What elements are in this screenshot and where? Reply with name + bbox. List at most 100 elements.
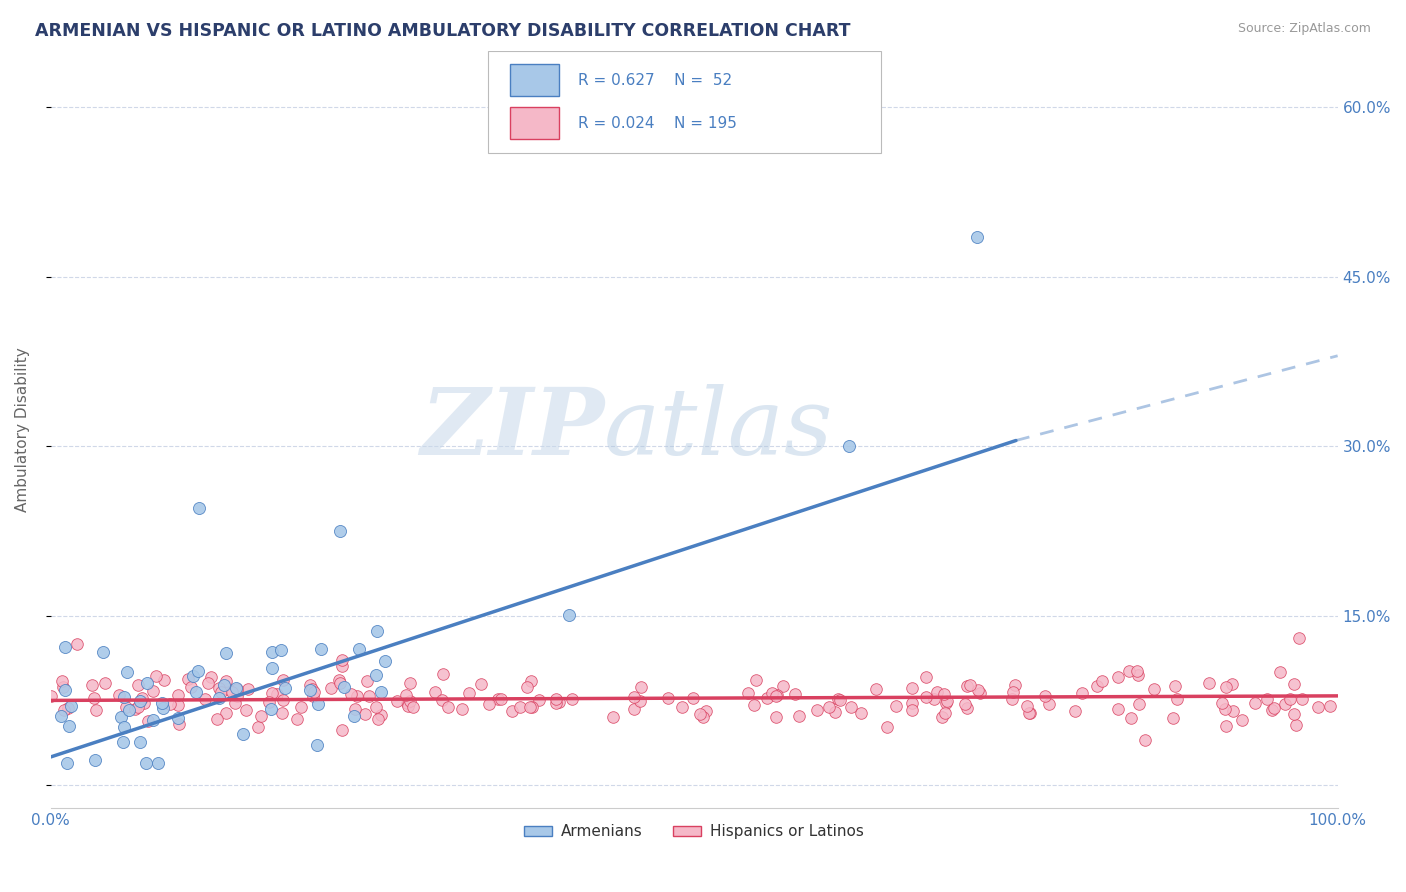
Point	[824, 705, 846, 719]
Point	[470, 676, 492, 690]
Point	[208, 690, 231, 705]
Point	[301, 682, 323, 697]
Point	[302, 684, 325, 698]
Point	[142, 713, 165, 727]
FancyBboxPatch shape	[510, 64, 560, 96]
Point	[127, 678, 149, 692]
Point	[450, 701, 472, 715]
Point	[657, 690, 679, 705]
Point	[347, 642, 370, 657]
Text: ZIP: ZIP	[420, 384, 605, 475]
Point	[224, 696, 246, 710]
Point	[1015, 699, 1038, 714]
Point	[330, 653, 353, 667]
Point	[934, 687, 956, 701]
Point	[166, 689, 188, 703]
Point	[1107, 701, 1129, 715]
Point	[299, 678, 322, 692]
Point	[124, 701, 146, 715]
Point	[806, 703, 828, 717]
Point	[238, 681, 260, 696]
Point	[271, 673, 294, 687]
FancyBboxPatch shape	[510, 107, 560, 139]
Point	[914, 670, 936, 684]
Point	[765, 709, 787, 723]
Point	[1243, 696, 1265, 710]
Point	[623, 702, 645, 716]
Point	[1070, 686, 1092, 700]
Point	[1107, 670, 1129, 684]
Point	[58, 719, 80, 733]
Point	[509, 700, 531, 714]
Point	[966, 230, 988, 244]
Point	[956, 679, 979, 693]
Point	[184, 685, 207, 699]
Point	[544, 691, 567, 706]
Point	[695, 705, 717, 719]
Point	[1270, 665, 1292, 679]
Point	[1215, 680, 1237, 694]
Point	[787, 709, 810, 723]
Point	[1215, 718, 1237, 732]
Point	[370, 708, 392, 723]
Point	[374, 654, 396, 668]
Point	[225, 681, 247, 695]
Point	[1222, 704, 1244, 718]
Point	[128, 694, 150, 708]
Point	[200, 670, 222, 684]
Point	[330, 723, 353, 738]
Point	[884, 698, 907, 713]
Text: ARMENIAN VS HISPANIC OR LATINO AMBULATORY DISABILITY CORRELATION CHART: ARMENIAN VS HISPANIC OR LATINO AMBULATOR…	[35, 22, 851, 40]
Point	[959, 678, 981, 692]
Point	[772, 679, 794, 693]
Point	[197, 676, 219, 690]
Point	[623, 690, 645, 705]
Point	[343, 702, 366, 716]
Point	[329, 675, 352, 690]
Point	[321, 681, 343, 695]
Point	[689, 706, 711, 721]
Point	[180, 680, 202, 694]
Point	[307, 739, 329, 753]
Point	[150, 696, 173, 710]
Legend: Armenians, Hispanics or Latinos: Armenians, Hispanics or Latinos	[519, 818, 870, 846]
Point	[260, 702, 283, 716]
Point	[1126, 664, 1149, 678]
Text: atlas: atlas	[605, 384, 834, 475]
Point	[215, 706, 238, 720]
Point	[953, 698, 976, 712]
Point	[346, 689, 368, 703]
Point	[765, 688, 787, 702]
Point	[127, 699, 149, 714]
Point	[1126, 668, 1149, 682]
Point	[1033, 689, 1056, 703]
Point	[396, 696, 419, 710]
Point	[1163, 711, 1185, 725]
Point	[307, 697, 329, 711]
Point	[340, 687, 363, 701]
Point	[756, 690, 779, 705]
Point	[838, 439, 860, 453]
Point	[839, 699, 862, 714]
Point	[112, 720, 135, 734]
Point	[1128, 698, 1150, 712]
Point	[83, 691, 105, 706]
Point	[501, 704, 523, 718]
Point	[217, 682, 239, 697]
Point	[402, 699, 425, 714]
Point	[129, 735, 152, 749]
Point	[602, 710, 624, 724]
Point	[628, 694, 651, 708]
Point	[931, 710, 953, 724]
Point	[969, 686, 991, 700]
Point	[52, 703, 75, 717]
Point	[457, 686, 479, 700]
Point	[148, 756, 170, 770]
Point	[1282, 677, 1305, 691]
Point	[1211, 696, 1233, 710]
Point	[1288, 632, 1310, 646]
Point	[1256, 691, 1278, 706]
Point	[548, 695, 571, 709]
Text: Source: ZipAtlas.com: Source: ZipAtlas.com	[1237, 22, 1371, 36]
Point	[935, 696, 957, 710]
